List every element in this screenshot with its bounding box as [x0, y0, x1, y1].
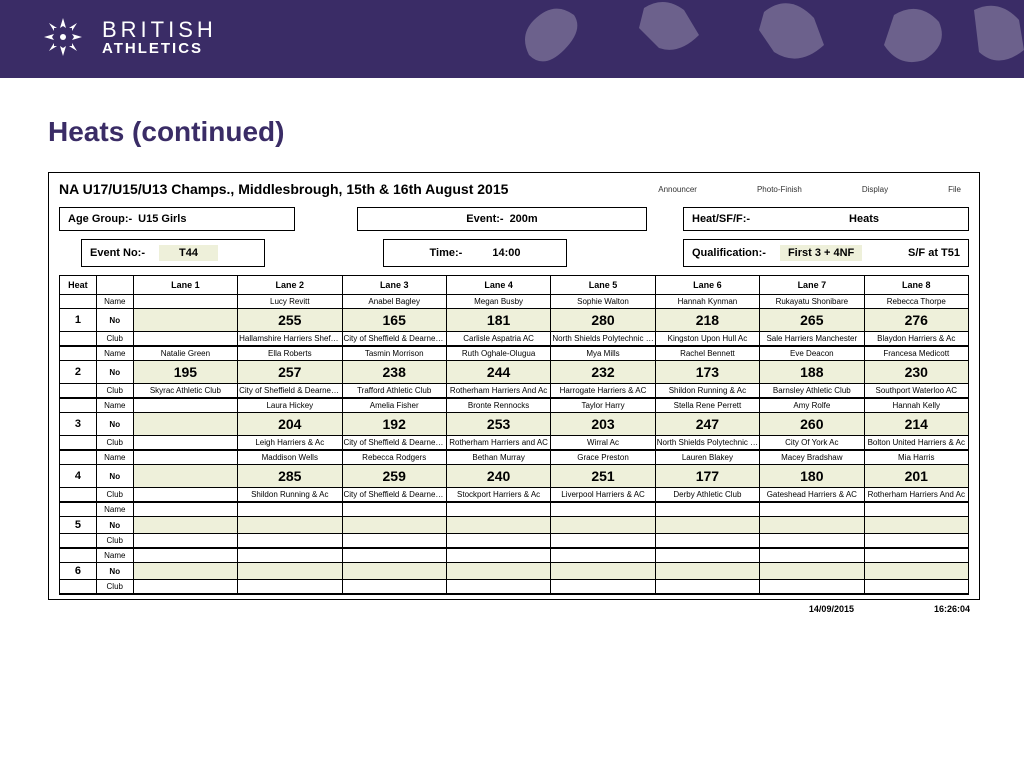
qual-value: First 3 + 4NF [780, 245, 862, 261]
hdr-announcer: Announcer [658, 185, 697, 194]
logo-text: BRITISH ATHLETICS [102, 18, 217, 57]
event-label: Event:- [466, 213, 503, 225]
heat-1-club-row: ClubHallamshire Harriers SheffieldCity o… [60, 332, 969, 347]
heat-1-name-row: NameLucy RevittAnabel BagleyMegan BusbyS… [60, 295, 969, 309]
info-row-1: Age Group:- U15 Girls Event:- 200m Heat/… [59, 207, 969, 231]
col-heat: Heat [60, 276, 97, 295]
event-value: 200m [510, 213, 538, 225]
heat-3-name-row: NameLaura HickeyAmelia FisherBronte Renn… [60, 398, 969, 413]
content-area: Heats (continued) NA U17/U15/U13 Champs.… [0, 78, 1024, 614]
footer-date: 14/09/2015 [809, 604, 854, 614]
heat-5-club-row: Club [60, 534, 969, 549]
table-head: Heat Lane 1Lane 2Lane 3Lane 4Lane 5Lane 6… [60, 276, 969, 295]
col-lane-7: Lane 7 [760, 276, 864, 295]
heats-table: Heat Lane 1Lane 2Lane 3Lane 4Lane 5Lane 6… [59, 275, 969, 595]
competition-title: NA U17/U15/U13 Champs., Middlesbrough, 1… [59, 181, 508, 197]
page-title: Heats (continued) [48, 116, 980, 148]
silhouette-graphic-icon [504, 0, 1024, 78]
report-header-row: NA U17/U15/U13 Champs., Middlesbrough, 1… [59, 181, 969, 197]
age-group-field: Age Group:- U15 Girls [59, 207, 295, 231]
col-blank [96, 276, 133, 295]
logo: BRITISH ATHLETICS [40, 14, 217, 60]
footer-time: 16:26:04 [934, 604, 970, 614]
brand-line1: BRITISH [102, 18, 217, 41]
table-body: NameLucy RevittAnabel BagleyMegan BusbyS… [60, 295, 969, 595]
qual-label: Qualification:- [692, 247, 766, 259]
col-lane-6: Lane 6 [655, 276, 759, 295]
event-no-value: T44 [159, 245, 218, 261]
heat-3-club-row: ClubLeigh Harriers & AcCity of Sheffield… [60, 436, 969, 451]
report-box: NA U17/U15/U13 Champs., Middlesbrough, 1… [48, 172, 980, 600]
event-no-field: Event No:- T44 [81, 239, 265, 267]
heat-2-club-row: ClubSkyrac Athletic ClubCity of Sheffiel… [60, 384, 969, 399]
footer-timestamp: 14/09/2015 16:26:04 [48, 600, 980, 614]
heat-5-no-row: 5No [60, 517, 969, 534]
event-field: Event:- 200m [357, 207, 647, 231]
heat-1-no-row: 1No255165181280218265276 [60, 309, 969, 332]
header-banner: BRITISH ATHLETICS [0, 0, 1024, 78]
brand-line2: ATHLETICS [102, 41, 217, 57]
col-lane-1: Lane 1 [133, 276, 237, 295]
time-label: Time:- [430, 247, 463, 259]
heat-5-name-row: Name [60, 502, 969, 517]
header-labels: Announcer Photo-Finish Display File [558, 185, 969, 194]
sf-label: S/F at T51 [908, 247, 960, 259]
hdr-display: Display [862, 185, 888, 194]
hdr-file: File [948, 185, 961, 194]
col-lane-8: Lane 8 [864, 276, 968, 295]
time-value: 14:00 [492, 247, 520, 259]
heat-6-no-row: 6No [60, 563, 969, 580]
heat-3-no-row: 3No204192253203247260214 [60, 413, 969, 436]
col-lane-2: Lane 2 [238, 276, 342, 295]
heat-4-no-row: 4No285259240251177180201 [60, 465, 969, 488]
heat-2-no-row: 2No195257238244232173188230 [60, 361, 969, 384]
heat-4-club-row: ClubShildon Running & AcCity of Sheffiel… [60, 488, 969, 503]
info-row-2: Event No:- T44 Time:- 14:00 Qualificatio… [59, 239, 969, 267]
heat-field: Heat/SF/F:- Heats [683, 207, 969, 231]
age-group-value: U15 Girls [138, 213, 186, 225]
heat-2-name-row: NameNatalie GreenElla RobertsTasmin Morr… [60, 346, 969, 361]
heat-value: Heats [768, 213, 960, 225]
heat-label: Heat/SF/F:- [692, 213, 768, 225]
qualification-field: Qualification:- First 3 + 4NF S/F at T51 [683, 239, 969, 267]
age-group-label: Age Group:- [68, 213, 132, 225]
logo-mark-icon [40, 14, 86, 60]
hdr-photo: Photo-Finish [757, 185, 802, 194]
col-lane-3: Lane 3 [342, 276, 446, 295]
heat-4-name-row: NameMaddison WellsRebecca RodgersBethan … [60, 450, 969, 465]
col-lane-4: Lane 4 [446, 276, 550, 295]
heat-6-club-row: Club [60, 580, 969, 595]
col-lane-5: Lane 5 [551, 276, 655, 295]
heat-6-name-row: Name [60, 548, 969, 563]
time-field: Time:- 14:00 [383, 239, 567, 267]
event-no-label: Event No:- [90, 247, 145, 259]
